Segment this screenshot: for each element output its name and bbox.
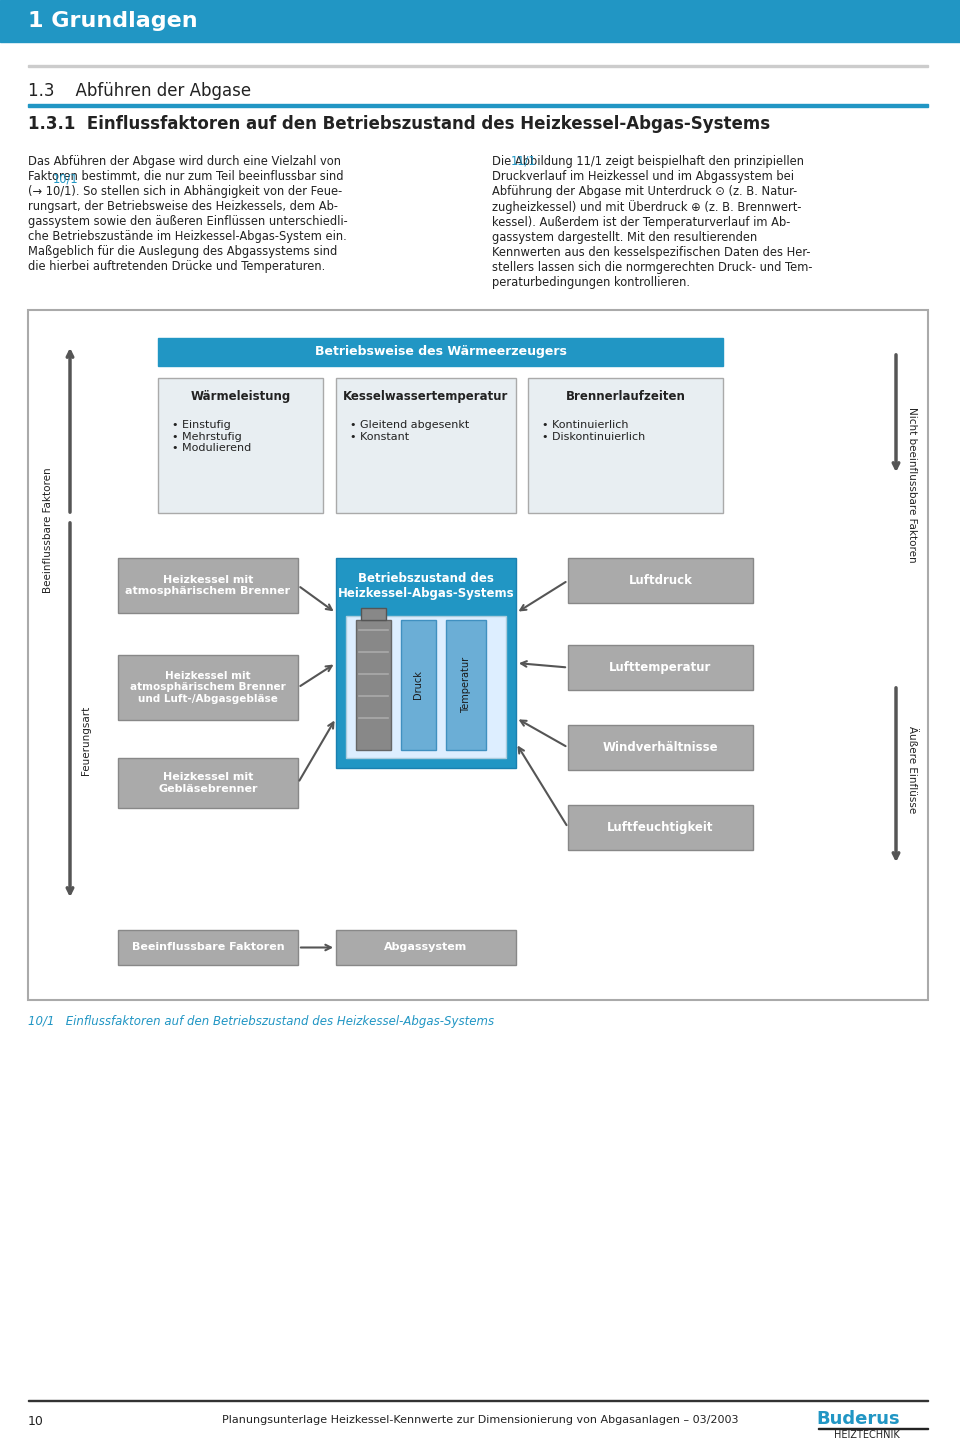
Text: Windverhältnisse: Windverhältnisse [603,740,718,753]
Bar [336,930,516,964]
Text: Lufttemperatur: Lufttemperatur [610,661,711,674]
Text: Luftdruck: Luftdruck [629,574,692,587]
Text: 10: 10 [28,1416,44,1429]
Text: Brennerlaufzeiten: Brennerlaufzeiten [565,390,685,403]
Bar [28,104,928,107]
Bar [361,607,386,620]
Text: Planungsunterlage Heizkessel-Kennwerte zur Dimensionierung von Abgasanlagen – 03: Planungsunterlage Heizkessel-Kennwerte z… [222,1416,738,1424]
Text: 1 Grundlagen: 1 Grundlagen [28,12,198,30]
Text: 10/1: 10/1 [53,174,78,187]
Text: Kesselwassertemperatur: Kesselwassertemperatur [344,390,509,403]
Bar [568,645,753,690]
Bar [356,620,391,750]
Text: Luftfeuchtigkeit: Luftfeuchtigkeit [608,821,713,834]
Bar [346,616,506,758]
Bar [446,620,486,750]
Text: Beeinflussbare Faktoren: Beeinflussbare Faktoren [43,467,53,593]
Text: Nicht beeinflussbare Faktoren: Nicht beeinflussbare Faktoren [907,408,917,562]
Bar [118,655,298,720]
Text: 1.3.1  Einflussfaktoren auf den Betriebszustand des Heizkessel-Abgas-Systems: 1.3.1 Einflussfaktoren auf den Betriebsz… [28,116,770,133]
Text: Buderus: Buderus [816,1410,900,1429]
Bar [336,377,516,513]
Text: Druck: Druck [413,671,423,700]
Text: Heizkessel mit
atmosphärischem Brenner
und Luft-/Abgasgebläse: Heizkessel mit atmosphärischem Brenner u… [131,671,286,704]
Text: Das Abführen der Abgase wird durch eine Vielzahl von
Faktoren bestimmt, die nur : Das Abführen der Abgase wird durch eine … [28,155,348,273]
Text: Temperatur: Temperatur [461,656,471,713]
Text: Wärmeleistung: Wärmeleistung [190,390,291,403]
Bar [118,758,298,808]
Bar [568,558,753,603]
Text: Beeinflussbare Faktoren: Beeinflussbare Faktoren [132,943,284,953]
Text: 1.3    Abführen der Abgase: 1.3 Abführen der Abgase [28,82,252,100]
Text: Betriebsweise des Wärmeerzeugers: Betriebsweise des Wärmeerzeugers [315,346,566,359]
Bar [158,338,723,366]
Text: Heizkessel mit
Gebläsebrenner: Heizkessel mit Gebläsebrenner [158,772,257,794]
Text: Feuerungsart: Feuerungsart [81,706,91,775]
Bar [568,724,753,771]
Bar [401,620,436,750]
Bar [158,377,323,513]
Bar [0,0,960,42]
Text: Abgassystem: Abgassystem [384,943,468,953]
Bar [28,309,928,1001]
Bar [28,65,928,67]
Bar [528,377,723,513]
Text: • Gleitend abgesenkt
• Konstant: • Gleitend abgesenkt • Konstant [350,419,469,441]
Text: 11/1: 11/1 [511,155,537,168]
Text: 10/1   Einflussfaktoren auf den Betriebszustand des Heizkessel-Abgas-Systems: 10/1 Einflussfaktoren auf den Betriebszu… [28,1015,494,1028]
Bar [568,805,753,850]
Bar [118,558,298,613]
Bar [118,930,298,964]
Text: Äußere Einflüsse: Äußere Einflüsse [907,726,917,814]
Text: HEIZTECHNIK: HEIZTECHNIK [834,1430,900,1440]
Text: Die Abbildung 11/1 zeigt beispielhaft den prinzipiellen
Druckverlauf im Heizkess: Die Abbildung 11/1 zeigt beispielhaft de… [492,155,812,289]
Text: • Einstufig
• Mehrstufig
• Modulierend: • Einstufig • Mehrstufig • Modulierend [172,419,252,453]
Text: Heizkessel mit
atmosphärischem Brenner: Heizkessel mit atmosphärischem Brenner [126,574,291,596]
Bar [336,558,516,768]
Text: Betriebszustand des
Heizkessel-Abgas-Systems: Betriebszustand des Heizkessel-Abgas-Sys… [338,573,515,600]
Text: • Kontinuierlich
• Diskontinuierlich: • Kontinuierlich • Diskontinuierlich [542,419,645,441]
